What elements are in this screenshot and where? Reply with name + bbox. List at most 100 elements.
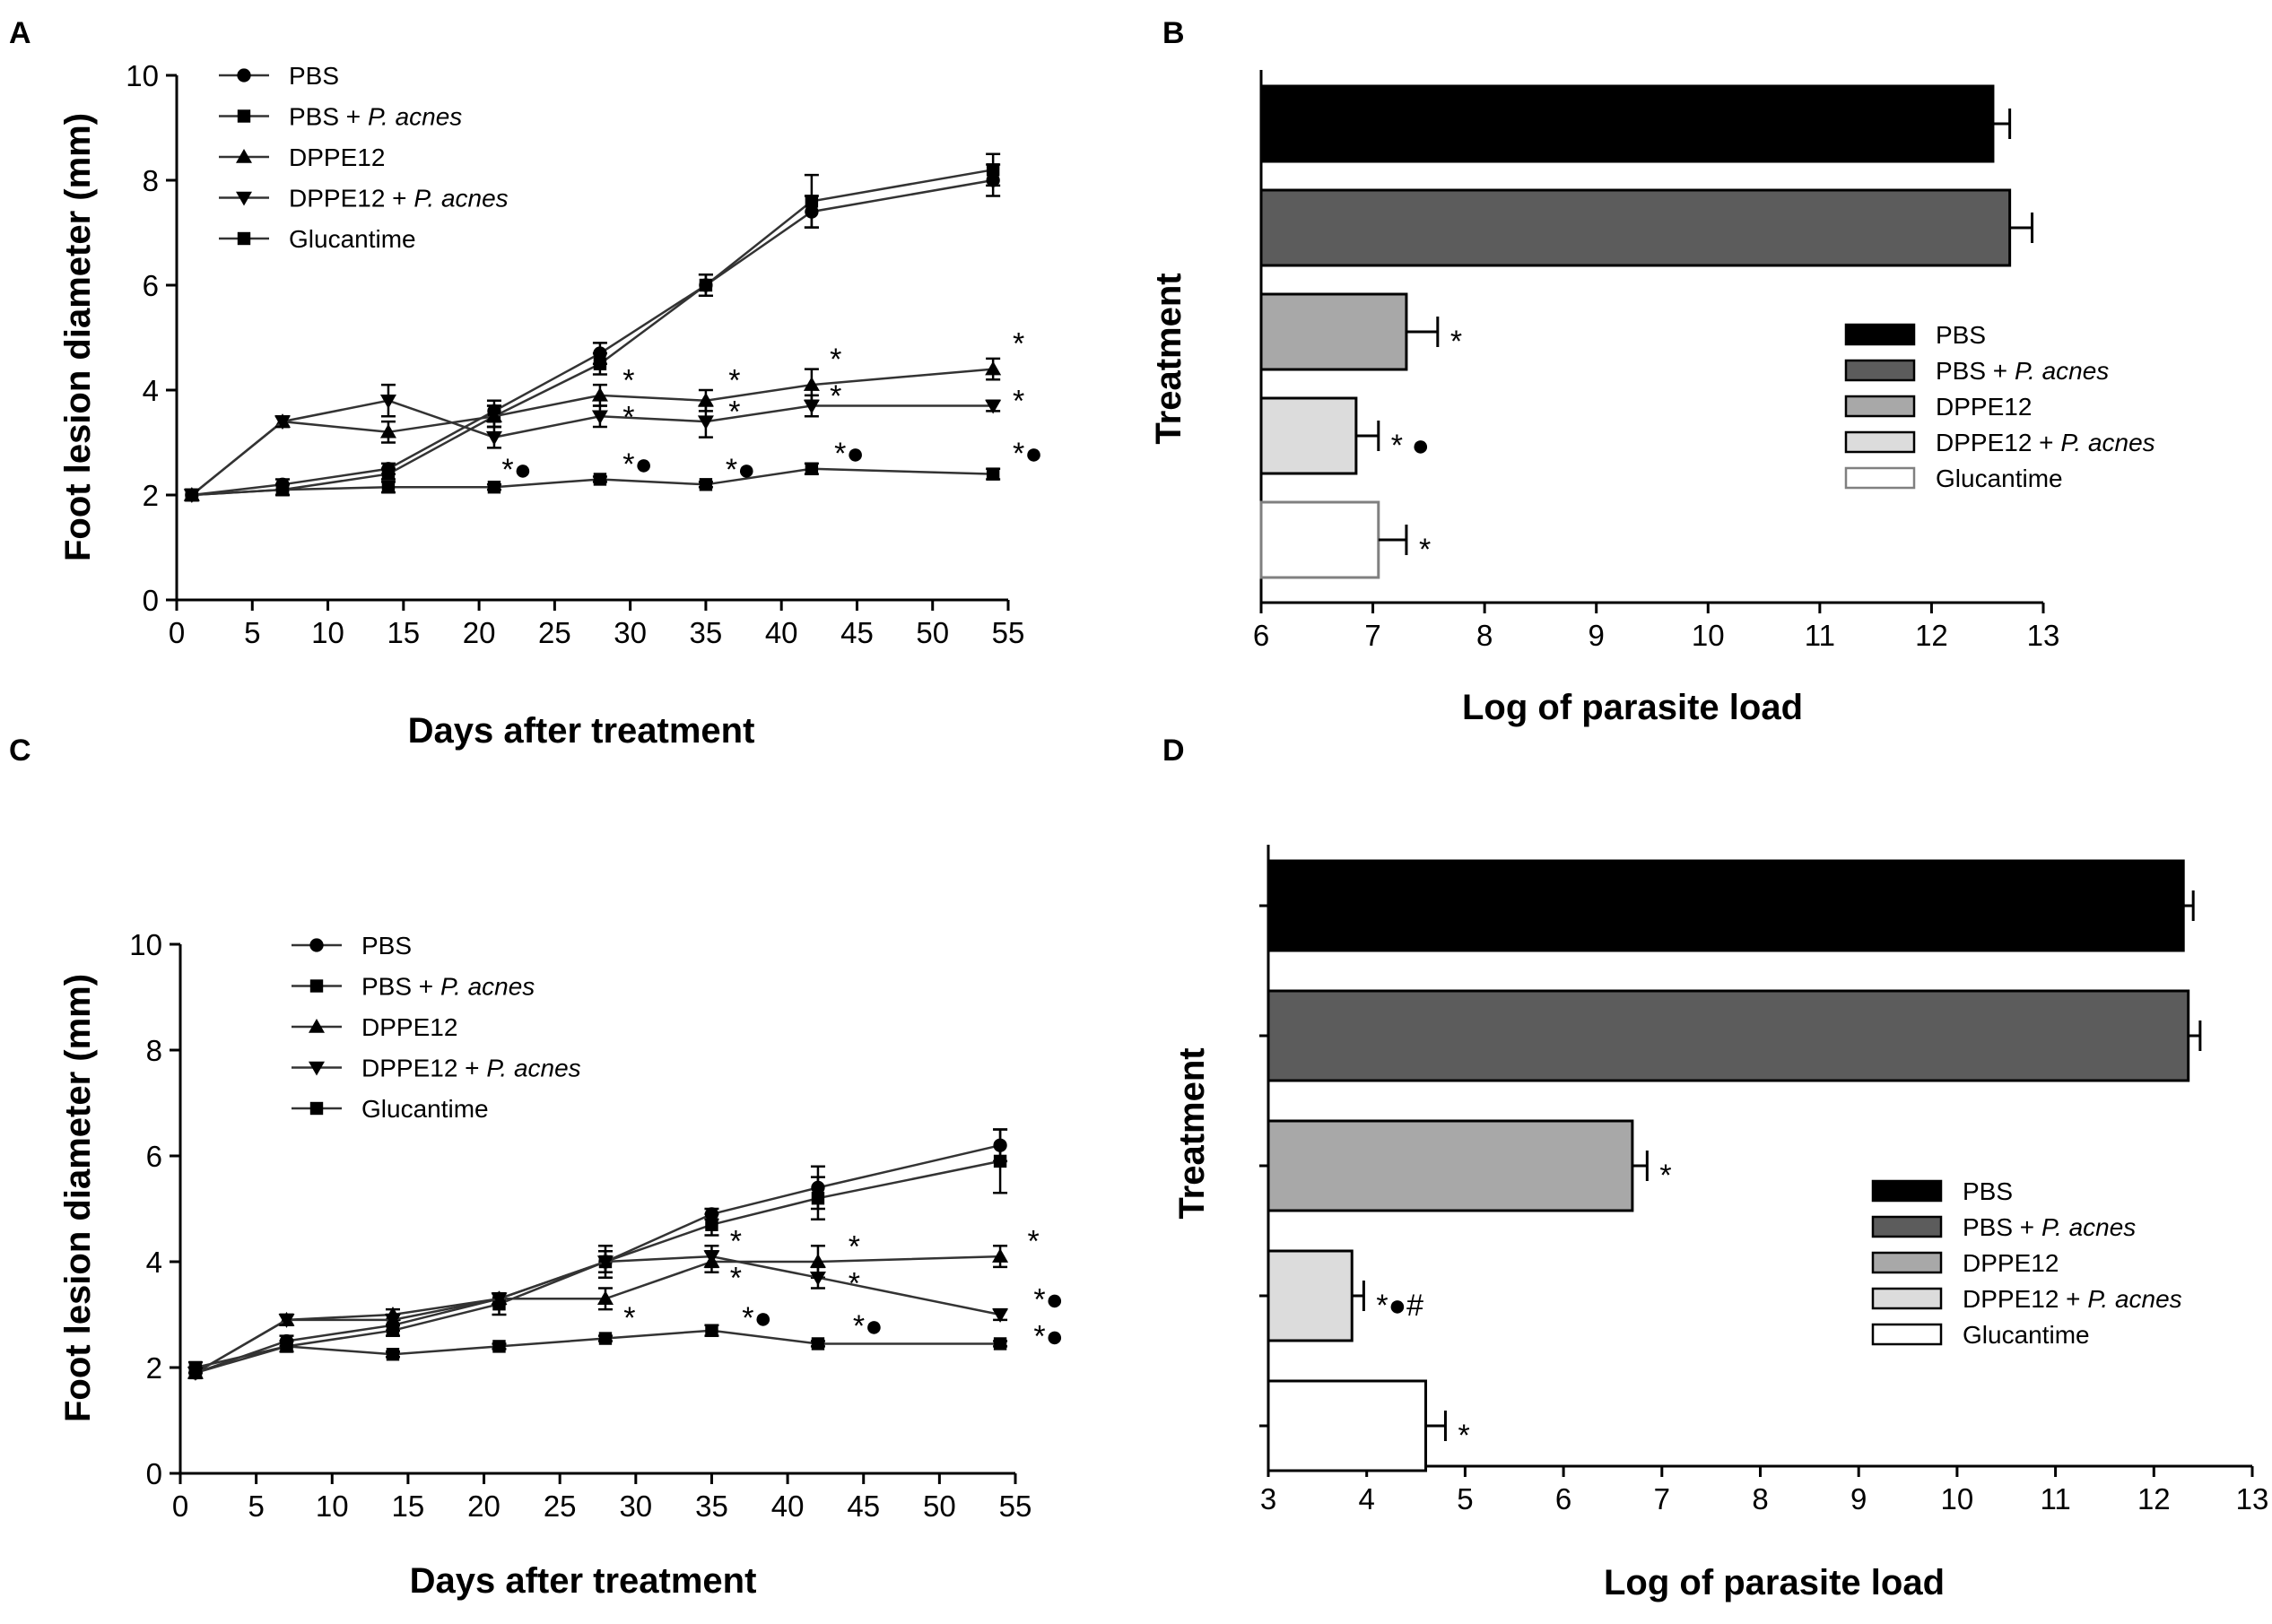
bar-4 — [1267, 1379, 1428, 1472]
legend-swatch — [1871, 1251, 1943, 1274]
x-tick-label: 50 — [916, 616, 949, 649]
data-point-series-4 — [986, 467, 1000, 481]
significance-annotation: * — [622, 400, 634, 434]
legend-label: PBS — [1963, 1177, 2013, 1205]
data-point-series-4 — [185, 488, 199, 502]
y-tick-label: 2 — [143, 479, 159, 512]
data-point-series-3 — [697, 415, 714, 430]
legend-label: DPPE12 — [1963, 1249, 2059, 1277]
significance-annotation: *● — [1013, 437, 1043, 471]
legend-label: PBS — [1936, 321, 1986, 349]
y-tick-label: 8 — [146, 1034, 162, 1067]
data-point-series-2 — [809, 1254, 826, 1268]
bar-2 — [1259, 292, 1408, 371]
x-tick-label: 55 — [992, 616, 1025, 649]
x-tick-label: 0 — [172, 1489, 188, 1523]
significance-annotation: * — [730, 1262, 742, 1296]
legend-label: Glucantime — [1936, 465, 2063, 492]
x-tick-label: 30 — [619, 1489, 652, 1523]
data-point-series-2 — [596, 1290, 614, 1306]
data-point-series-1 — [381, 467, 396, 481]
bar-3 — [1259, 396, 1358, 475]
x-tick-label: 15 — [387, 616, 420, 649]
data-point-series-4 — [188, 1360, 203, 1375]
data-point-series-4 — [705, 1324, 718, 1337]
series-line-3 — [191, 399, 994, 496]
legend-label: DPPE12 + P. acnes — [361, 1055, 581, 1082]
significance-annotation: * — [830, 343, 841, 377]
panel-c-y-axis-title: Foot lesion diameter (mm) — [58, 974, 98, 1422]
panel-a-x-axis-title: Days after treatment — [408, 711, 755, 751]
bar-0 — [1259, 84, 1995, 163]
x-tick-label: 40 — [771, 1489, 805, 1523]
series-line-1 — [195, 1159, 1001, 1375]
significance-annotation: * — [849, 1229, 860, 1264]
data-point-series-1 — [986, 163, 1000, 177]
legend-marker — [309, 938, 324, 952]
bar-0 — [1267, 859, 2185, 952]
panel-a-y-axis-title: Foot lesion diameter (mm) — [58, 113, 98, 561]
data-point-series-3 — [703, 1250, 720, 1265]
data-point-series-4 — [598, 1332, 613, 1345]
bar-significance-label: * ● — [1391, 429, 1430, 463]
legend-swatch — [1871, 1287, 1943, 1310]
y-tick-label: 2 — [146, 1351, 162, 1385]
legend-marker — [309, 979, 324, 993]
significance-annotation: * — [728, 395, 740, 429]
legend-swatch — [1844, 323, 1916, 346]
data-point-series-4 — [492, 1340, 506, 1353]
x-tick-label: 55 — [999, 1489, 1032, 1523]
legend-label: Glucantime — [289, 225, 416, 253]
panel-b-y-axis-title: Treatment — [1149, 273, 1188, 444]
data-point-series-1 — [705, 1218, 718, 1231]
y-tick-label: 4 — [146, 1246, 162, 1279]
legend-marker — [309, 1061, 325, 1076]
legend-marker — [309, 1101, 324, 1116]
legend-swatch — [1844, 359, 1916, 382]
significance-annotation: * — [1028, 1224, 1040, 1258]
x-tick-label: 40 — [765, 616, 798, 649]
y-tick-label: 6 — [143, 269, 159, 302]
x-tick-label: 20 — [467, 1489, 501, 1523]
legend-label: PBS + P. acnes — [1936, 357, 2109, 385]
x-tick-label: 10 — [311, 616, 344, 649]
panel-a-line-chart: A 0 2 4 6 8 10 0 5 10 15 20 25 30 35 40 45 50 55 *● *● *● *● *… — [9, 16, 1043, 751]
data-point-series-3 — [809, 1271, 826, 1286]
legend-swatch — [1871, 1215, 1943, 1238]
significance-annotation: *● — [501, 453, 532, 487]
bar-significance-label: * — [1458, 1419, 1469, 1453]
data-point-series-3 — [491, 1292, 508, 1307]
significance-annotation: * — [623, 1301, 635, 1335]
panel-d-x-axis-title: Log of parasite load — [1604, 1563, 1945, 1602]
panel-c-x-axis-title: Days after treatment — [410, 1561, 757, 1601]
legend-swatch — [1871, 1179, 1943, 1203]
data-point-series-3 — [278, 1314, 295, 1328]
x-tick-label: 4 — [1359, 1482, 1375, 1515]
panel-b-bar-chart: B 6 7 8 9 10 11 12 13 * * ● * PBS PBS + P. acnes DPPE… — [1149, 16, 2155, 727]
bar-significance-label: * — [1419, 533, 1431, 567]
significance-annotation: *● — [1033, 1320, 1064, 1354]
significance-annotation: * — [849, 1267, 860, 1301]
panel-letter-d: D — [1162, 734, 1185, 768]
bar-3 — [1267, 1249, 1354, 1342]
significance-annotation: *● — [622, 447, 653, 482]
legend-label: Glucantime — [1963, 1321, 2090, 1349]
x-tick-label: 5 — [244, 616, 260, 649]
legend-label: PBS — [361, 932, 412, 960]
x-tick-label: 25 — [544, 1489, 577, 1523]
x-tick-label: 12 — [2137, 1482, 2171, 1515]
series-line-1 — [191, 169, 994, 497]
data-point-series-2 — [485, 408, 502, 422]
legend-label: PBS — [289, 62, 339, 90]
series-line-2 — [191, 368, 994, 496]
legend-swatch — [1844, 466, 1916, 490]
x-tick-label: 9 — [1589, 619, 1605, 652]
data-point-series-4 — [275, 482, 290, 497]
significance-annotation: *● — [726, 453, 756, 487]
data-point-series-4 — [381, 481, 396, 494]
x-tick-label: 15 — [392, 1489, 425, 1523]
series-line-0 — [191, 178, 994, 497]
significance-annotation: * — [830, 379, 841, 413]
x-tick-label: 13 — [2236, 1482, 2269, 1515]
